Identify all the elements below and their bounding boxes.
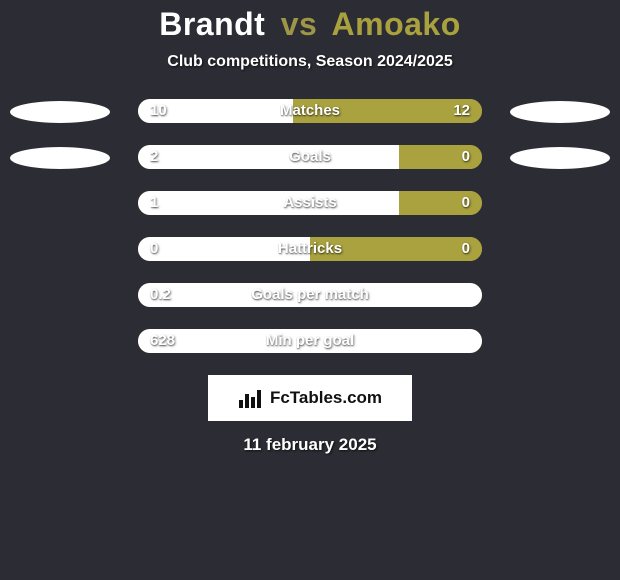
stat-bar-left bbox=[138, 99, 293, 123]
stat-bar: 10Assists bbox=[138, 191, 482, 215]
stat-row: 20Goals bbox=[0, 145, 620, 171]
stat-bar-left bbox=[138, 191, 399, 215]
title-vs: vs bbox=[281, 6, 318, 42]
stat-bar-right bbox=[399, 191, 482, 215]
comparison-card: Brandt vs Amoako Club competitions, Seas… bbox=[0, 0, 620, 580]
stat-bar-right bbox=[293, 99, 482, 123]
stat-bar-left bbox=[138, 237, 310, 261]
logo-text: FcTables.com bbox=[270, 388, 382, 408]
bars-icon bbox=[238, 388, 264, 408]
stat-bar-right bbox=[310, 237, 482, 261]
title: Brandt vs Amoako bbox=[0, 6, 620, 43]
player2-marker bbox=[510, 147, 610, 169]
stat-rows: 1012Matches 20Goals 10Assists 00Hattricks 0.… bbox=[0, 99, 620, 355]
date: 11 february 2025 bbox=[0, 435, 620, 455]
title-player2: Amoako bbox=[332, 6, 461, 42]
title-player1: Brandt bbox=[159, 6, 265, 42]
stat-bar-right bbox=[399, 145, 482, 169]
stat-bar-left bbox=[138, 329, 482, 353]
stat-row: 10Assists bbox=[0, 191, 620, 217]
logo-box: FcTables.com bbox=[208, 375, 412, 421]
stat-row: 628Min per goal bbox=[0, 329, 620, 355]
player1-marker bbox=[10, 147, 110, 169]
stat-row: 0.2Goals per match bbox=[0, 283, 620, 309]
stat-bar-left bbox=[138, 283, 482, 307]
stat-row: 00Hattricks bbox=[0, 237, 620, 263]
stat-bar: 20Goals bbox=[138, 145, 482, 169]
stat-bar: 00Hattricks bbox=[138, 237, 482, 261]
stat-bar: 628Min per goal bbox=[138, 329, 482, 353]
player2-marker bbox=[510, 101, 610, 123]
stat-row: 1012Matches bbox=[0, 99, 620, 125]
subtitle: Club competitions, Season 2024/2025 bbox=[0, 53, 620, 71]
stat-bar-left bbox=[138, 145, 399, 169]
stat-bar: 1012Matches bbox=[138, 99, 482, 123]
player1-marker bbox=[10, 101, 110, 123]
stat-bar: 0.2Goals per match bbox=[138, 283, 482, 307]
